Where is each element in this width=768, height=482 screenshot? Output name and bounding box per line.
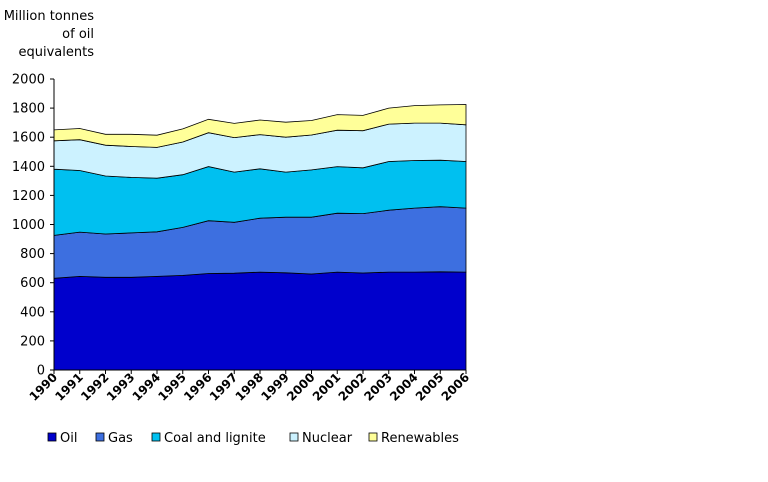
legend-item-oil: Oil — [47, 431, 77, 446]
legend-item-coal-and-lignite: Coal and lignite — [151, 431, 266, 446]
y-tick-label: 2000 — [12, 73, 45, 88]
legend-item-renewables: Renewables — [368, 431, 459, 446]
y-tick-labels: 0 200 400 600 800 1000 1200 1400 1600 1800 2000 — [12, 73, 45, 379]
area-series-oil — [53, 271, 467, 371]
y-tick-label: 1800 — [12, 102, 45, 117]
legend-label: Coal and lignite — [164, 431, 266, 446]
x-tick-label: 1993 — [104, 370, 138, 404]
legend: Oil Gas Coal and lignite Nuclear Renewables — [47, 431, 459, 446]
legend-label: Oil — [60, 431, 77, 446]
legend-label: Nuclear — [302, 431, 353, 446]
area-series-group — [53, 104, 467, 371]
y-tick-label: 400 — [20, 305, 45, 320]
y-axis-label-line: of oil — [62, 27, 94, 42]
x-tick-label: 2001 — [310, 370, 344, 404]
y-tick-label: 1000 — [12, 218, 45, 233]
legend-swatch — [47, 432, 57, 442]
x-tick-label: 2006 — [439, 370, 473, 404]
x-tick-label: 1995 — [155, 370, 189, 404]
y-axis-label-line: Million tonnes — [4, 9, 95, 24]
area-series-renewables — [53, 104, 467, 148]
x-tick-label: 1998 — [233, 370, 267, 404]
y-tick-label: 200 — [20, 334, 45, 349]
x-tick-labels: 1990199119921993199419951996199719981999… — [27, 370, 473, 404]
legend-swatch — [95, 432, 105, 442]
y-tick-label: 0 — [37, 364, 45, 379]
y-tick-label: 1400 — [12, 160, 45, 175]
legend-label: Renewables — [381, 431, 459, 446]
y-axis-label-line: equivalents — [19, 45, 95, 60]
x-tick-label: 1997 — [207, 370, 241, 404]
legend-swatch — [368, 432, 378, 442]
axes — [50, 78, 467, 374]
y-tick-label: 1200 — [12, 189, 45, 204]
legend-label: Gas — [108, 431, 133, 446]
x-tick-label: 1994 — [130, 370, 164, 404]
legend-swatch — [289, 432, 299, 442]
x-tick-label: 2003 — [361, 370, 395, 404]
legend-item-gas: Gas — [95, 431, 133, 446]
x-tick-label: 2004 — [387, 370, 421, 404]
x-tick-label: 2005 — [413, 370, 447, 404]
x-tick-label: 2002 — [336, 370, 370, 404]
legend-swatch — [151, 432, 161, 442]
x-tick-label: 1991 — [52, 370, 86, 404]
x-tick-label: 1999 — [258, 370, 292, 404]
legend-item-nuclear: Nuclear — [289, 431, 353, 446]
y-tick-label: 1600 — [12, 131, 45, 146]
x-tick-label: 1992 — [78, 370, 112, 404]
y-tick-label: 600 — [20, 276, 45, 291]
y-axis-label: Million tonnes of oil equivalents — [4, 9, 95, 60]
x-tick-label: 1996 — [181, 370, 215, 404]
y-tick-label: 800 — [20, 247, 45, 262]
x-tick-label: 2000 — [284, 370, 318, 404]
